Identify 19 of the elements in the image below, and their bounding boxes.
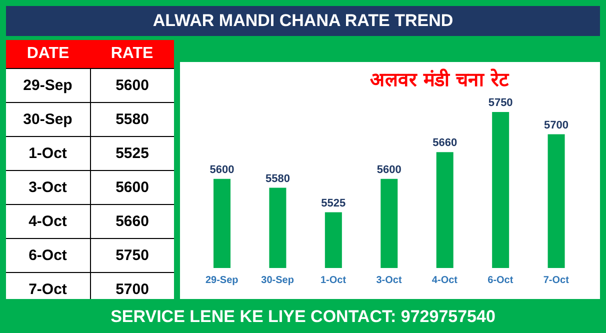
x-tick-label: 30-Sep <box>261 275 294 286</box>
data-label: 5700 <box>544 119 569 132</box>
x-tick-label: 4-Oct <box>432 275 458 286</box>
table-header: DATE RATE <box>6 40 174 68</box>
rate-table: DATE RATE 29-Sep 5600 30-Sep 5580 1-Oct 5525 3-Oct 5600 4-Oct 5660 6-Oct 5750 7-Oct 5700 <box>6 40 174 299</box>
title-banner: ALWAR MANDI CHANA RATE TREND <box>6 6 600 36</box>
data-label: 5525 <box>321 197 346 210</box>
data-label: 5750 <box>488 97 513 109</box>
text: SERVICE LENE KE LIYE CONTACT: 9729757540 <box>110 306 496 328</box>
x-tick-label: 3-Oct <box>376 275 402 286</box>
x-tick-label: 29-Sep <box>205 275 238 286</box>
data-label: 5600 <box>376 164 402 176</box>
x-tick-label: 7-Oct <box>543 275 570 286</box>
text: अलवर मंडी चना रेट <box>370 68 509 92</box>
x-tick-label: 1-Oct <box>320 275 347 286</box>
data-label: 5600 <box>210 164 234 176</box>
x-tick-label: 6-Oct <box>488 275 514 286</box>
data-label: 5580 <box>265 172 290 185</box>
data-label: 5660 <box>432 137 458 150</box>
